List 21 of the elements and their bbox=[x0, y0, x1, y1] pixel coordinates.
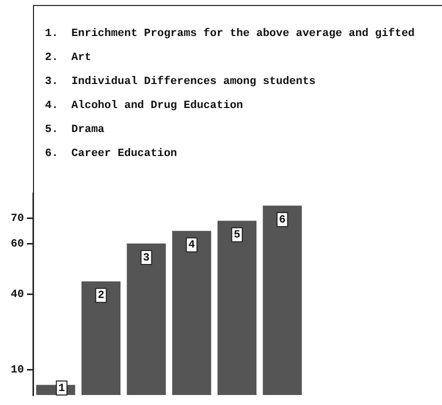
x-tick-label: 2 bbox=[98, 290, 104, 302]
x-tick-label: 3 bbox=[143, 252, 150, 264]
x-tick-label: 5 bbox=[234, 230, 241, 242]
bar bbox=[126, 244, 166, 395]
bar bbox=[82, 281, 120, 395]
text: 4. Alcohol and Drug Education bbox=[45, 100, 244, 112]
text: 3. Individual Differences among students bbox=[45, 76, 317, 88]
y-tick-label: 10 bbox=[10, 364, 24, 377]
text: 1. Enrichment Programs for the above average and gifted bbox=[45, 28, 416, 40]
bar bbox=[218, 220, 256, 395]
x-tick-label: 1 bbox=[58, 382, 66, 395]
text: 6. Career Education bbox=[45, 148, 178, 160]
y-tick-label: 70 bbox=[10, 213, 24, 226]
text: 2. Art bbox=[45, 52, 92, 64]
y-tick-label: 60 bbox=[10, 238, 24, 250]
y-tick-label: 40 bbox=[10, 288, 24, 301]
x-tick-label: 4 bbox=[188, 240, 196, 252]
x-tick-label: 6 bbox=[279, 214, 286, 226]
bar bbox=[172, 230, 212, 395]
bar bbox=[262, 206, 302, 395]
text: 5. Drama bbox=[45, 124, 106, 136]
